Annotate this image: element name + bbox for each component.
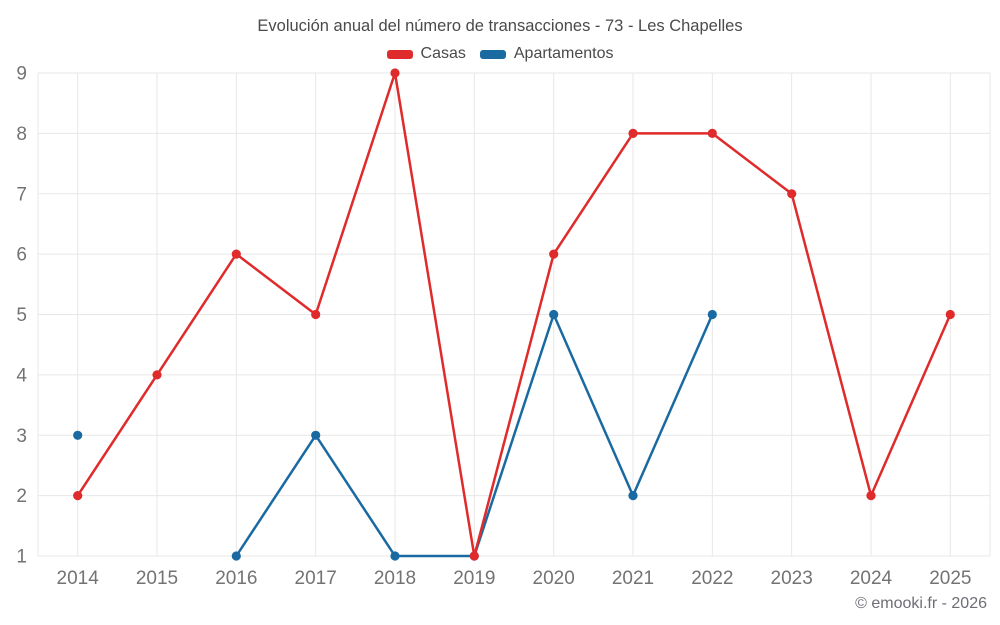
x-tick-label: 2014	[57, 568, 100, 589]
legend-label-casas: Casas	[420, 45, 466, 62]
legend: Casas Apartamentos	[0, 45, 1000, 63]
series-line-casas	[76, 71, 952, 558]
x-tick-label: 2016	[215, 568, 257, 589]
data-point-casas[interactable]	[866, 491, 876, 501]
y-tick-label: 8	[16, 124, 27, 145]
x-tick-label: 2015	[136, 568, 178, 589]
x-tick-label: 2025	[929, 568, 971, 589]
data-point-apartamentos[interactable]	[73, 430, 83, 440]
data-point-casas[interactable]	[945, 309, 955, 320]
x-tick-label: 2024	[850, 568, 893, 589]
data-point-casas[interactable]	[469, 551, 479, 561]
legend-label-apartamentos: Apartamentos	[513, 45, 614, 62]
data-point-apartamentos[interactable]	[628, 491, 638, 501]
legend-item-apartamentos[interactable]: Apartamentos	[479, 45, 614, 63]
chart-title: Evolución anual del número de transaccio…	[257, 17, 743, 35]
legend-swatch-apartamentos-icon	[479, 49, 506, 59]
x-tick-label: 2019	[453, 568, 495, 589]
y-tick-label: 4	[16, 365, 27, 386]
x-tick-label: 2021	[612, 568, 654, 589]
data-point-casas[interactable]	[549, 249, 559, 259]
x-tick-label: 2017	[295, 568, 337, 589]
y-tick-label: 7	[16, 184, 27, 205]
data-point-casas[interactable]	[152, 370, 162, 380]
data-point-casas[interactable]	[707, 128, 717, 138]
x-tick-label: 2022	[691, 568, 733, 589]
y-tick-label: 2	[16, 486, 27, 507]
x-tick-label: 2023	[771, 568, 813, 589]
y-tick-label: 9	[16, 64, 27, 85]
data-point-apartamentos[interactable]	[707, 309, 717, 320]
data-point-casas[interactable]	[231, 249, 241, 259]
y-tick-label: 6	[16, 245, 27, 266]
y-tick-label: 1	[16, 547, 27, 568]
data-point-apartamentos[interactable]	[231, 551, 241, 561]
legend-swatch-casas-icon	[386, 49, 413, 59]
data-point-casas[interactable]	[73, 491, 83, 501]
data-point-casas[interactable]	[787, 189, 797, 199]
y-tick-label: 3	[16, 426, 27, 447]
legend-item-casas[interactable]: Casas	[386, 45, 466, 63]
data-point-casas[interactable]	[628, 128, 638, 138]
copyright-footer: © emooki.fr - 2026	[855, 595, 987, 612]
data-point-apartamentos[interactable]	[549, 309, 559, 320]
data-point-apartamentos[interactable]	[390, 551, 400, 561]
data-point-casas[interactable]	[311, 309, 321, 320]
x-tick-label: 2020	[533, 568, 575, 589]
data-point-apartamentos[interactable]	[311, 430, 321, 440]
x-tick-label: 2018	[374, 568, 416, 589]
y-tick-label: 5	[16, 305, 27, 326]
data-point-casas[interactable]	[390, 68, 400, 78]
